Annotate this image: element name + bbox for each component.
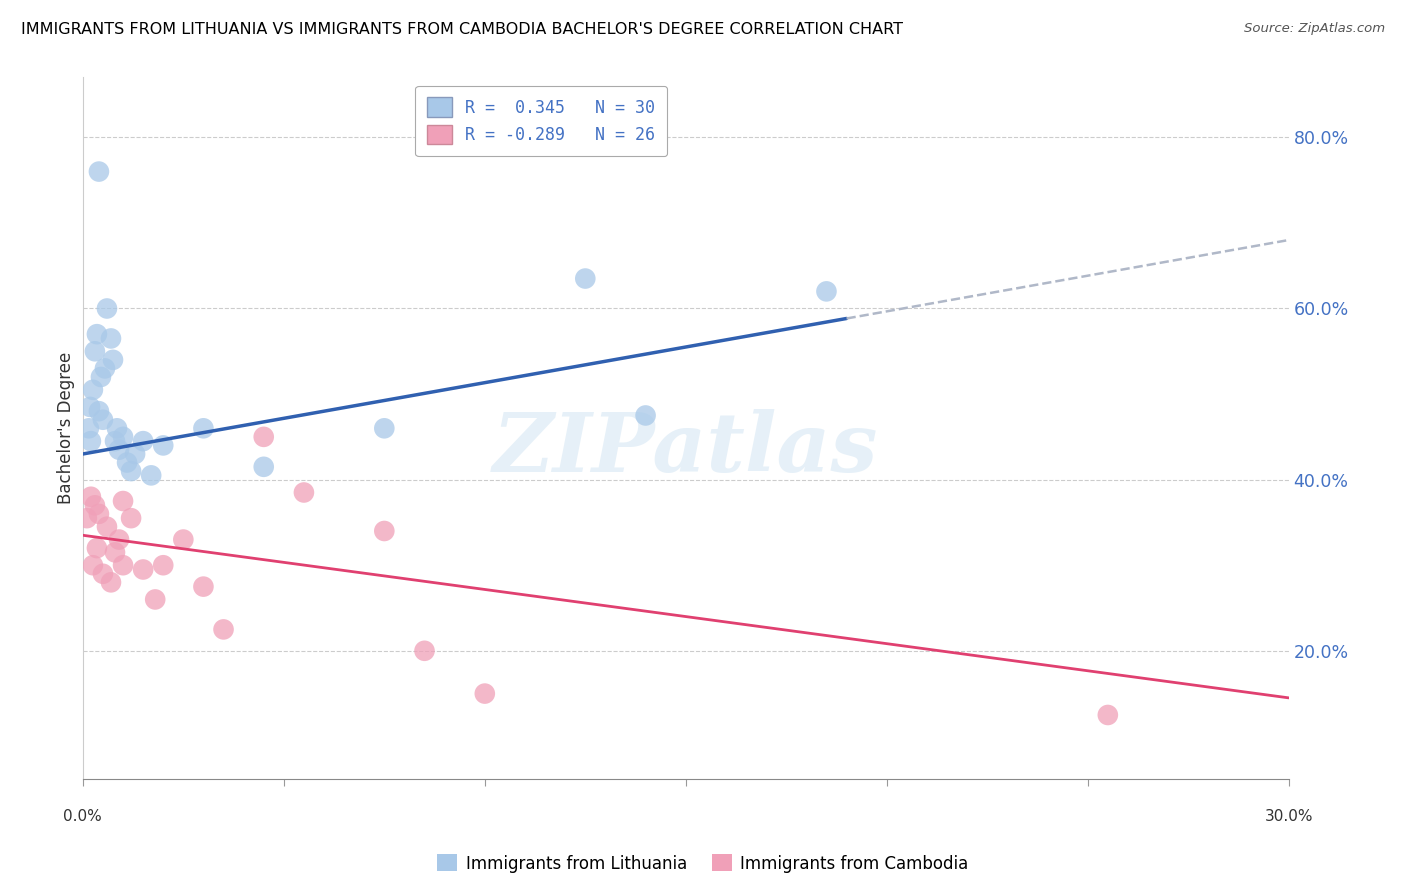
- Point: [108, 533, 131, 547]
- Point: [112, 430, 135, 444]
- Point: [143, 592, 166, 607]
- Point: [104, 545, 127, 559]
- Point: [132, 562, 155, 576]
- Point: [172, 533, 194, 547]
- Point: [193, 580, 215, 594]
- Point: [634, 409, 657, 423]
- Point: [474, 687, 496, 701]
- Point: [253, 430, 276, 444]
- Point: [152, 558, 174, 573]
- Point: [96, 301, 118, 316]
- Point: [82, 383, 104, 397]
- Point: [292, 485, 315, 500]
- Point: [84, 499, 107, 513]
- Point: [141, 468, 163, 483]
- Point: [82, 558, 104, 573]
- Point: [87, 164, 110, 178]
- Point: [115, 456, 138, 470]
- Y-axis label: Bachelor's Degree: Bachelor's Degree: [58, 352, 75, 505]
- Point: [574, 271, 596, 285]
- Point: [80, 490, 103, 504]
- Point: [253, 459, 276, 474]
- Point: [104, 434, 127, 449]
- Point: [105, 421, 128, 435]
- Point: [124, 447, 146, 461]
- Point: [152, 438, 174, 452]
- Point: [80, 434, 103, 449]
- Text: 0.0%: 0.0%: [63, 809, 103, 824]
- Point: [193, 421, 215, 435]
- Point: [373, 421, 395, 435]
- Text: IMMIGRANTS FROM LITHUANIA VS IMMIGRANTS FROM CAMBODIA BACHELOR'S DEGREE CORRELAT: IMMIGRANTS FROM LITHUANIA VS IMMIGRANTS …: [21, 22, 903, 37]
- Text: 30.0%: 30.0%: [1264, 809, 1313, 824]
- Point: [79, 400, 101, 414]
- Point: [77, 421, 100, 435]
- Legend: R =  0.345   N = 30, R = -0.289   N = 26: R = 0.345 N = 30, R = -0.289 N = 26: [415, 86, 666, 156]
- Point: [87, 404, 110, 418]
- Point: [91, 413, 114, 427]
- Text: ZIPatlas: ZIPatlas: [494, 409, 879, 490]
- Point: [413, 644, 436, 658]
- Point: [87, 507, 110, 521]
- Point: [90, 370, 112, 384]
- Text: Source: ZipAtlas.com: Source: ZipAtlas.com: [1244, 22, 1385, 36]
- Point: [112, 494, 135, 508]
- Point: [132, 434, 155, 449]
- Point: [112, 558, 135, 573]
- Point: [101, 352, 124, 367]
- Point: [120, 511, 142, 525]
- Legend: Immigrants from Lithuania, Immigrants from Cambodia: Immigrants from Lithuania, Immigrants fr…: [430, 847, 976, 880]
- Point: [100, 331, 122, 345]
- Point: [76, 511, 98, 525]
- Point: [86, 541, 108, 555]
- Point: [815, 285, 838, 299]
- Point: [212, 623, 235, 637]
- Point: [120, 464, 142, 478]
- Point: [96, 519, 118, 533]
- Point: [91, 566, 114, 581]
- Point: [100, 575, 122, 590]
- Point: [373, 524, 395, 538]
- Point: [94, 361, 117, 376]
- Point: [84, 344, 107, 359]
- Point: [86, 327, 108, 342]
- Point: [1097, 708, 1119, 723]
- Point: [108, 442, 131, 457]
